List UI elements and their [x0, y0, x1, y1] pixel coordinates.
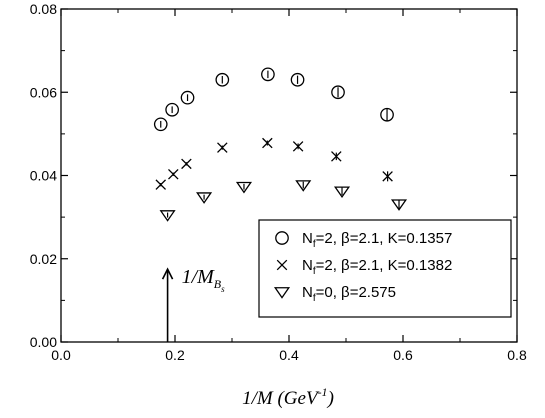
data-point: [382, 171, 393, 182]
data-point: [331, 85, 345, 100]
data-point: [331, 151, 342, 162]
point-marker: [262, 137, 273, 149]
data-point: [290, 72, 305, 87]
annotation-label-sub: B: [214, 277, 222, 291]
data-point: [217, 142, 228, 153]
point-marker: [295, 180, 312, 192]
data-point: [155, 179, 167, 190]
legend-label: Nf=2, β=2.1, K=0.1382: [302, 257, 452, 277]
y-tick-label: 0.08: [30, 1, 57, 17]
y-tick-label: 0.04: [30, 168, 57, 184]
data-point: [235, 181, 253, 194]
data-point: [215, 72, 230, 87]
point-marker: [380, 107, 394, 122]
bs-mass-annotation: 1/MBs: [161, 266, 226, 342]
point-marker: [235, 181, 253, 194]
point-marker: [261, 67, 275, 82]
data-point: [333, 186, 351, 199]
x-axis-title: 1/M (GeV-1): [242, 385, 334, 409]
data-point: [159, 210, 176, 222]
annotation-label-part: 1/M: [182, 266, 216, 288]
legend-label-part: =0, β=2.575: [316, 284, 396, 301]
legend-label-sub: f: [313, 293, 316, 304]
legend-label: Nf=2, β=2.1, K=0.1357: [302, 230, 452, 250]
point-marker: [165, 102, 179, 117]
point-marker: [390, 199, 408, 211]
point-marker: [153, 117, 168, 132]
annotation-label: 1/MBs: [182, 266, 226, 294]
point-marker: [159, 210, 176, 222]
x-tick-label: 0.2: [165, 347, 185, 363]
data-point: [380, 107, 394, 122]
legend-entry: Nf=2, β=2.1, K=0.1382: [276, 257, 452, 277]
legend-marker: [275, 231, 289, 245]
point-marker: [290, 72, 305, 87]
point-marker: [215, 72, 230, 87]
point-marker: [217, 142, 228, 153]
point-marker: [331, 85, 345, 100]
legend-entry: Nf=2, β=2.1, K=0.1357: [275, 230, 452, 250]
point-marker: [196, 192, 213, 204]
y-tick-label: 0.06: [30, 84, 57, 100]
y-tick-label: 0.00: [30, 334, 57, 350]
point-marker: [333, 186, 351, 199]
point-marker: [382, 171, 393, 182]
point-marker: [155, 179, 167, 190]
data-point: [292, 141, 304, 152]
legend-label: Nf=0, β=2.575: [302, 284, 396, 304]
annotation-arrow-head: [161, 267, 174, 280]
x-tick-label: 0.0: [51, 347, 71, 363]
axis-ticks: 0.0 0.2 0.4 0.6 0.8 0.00 0.02 0.04 0.06 0.08: [30, 1, 527, 363]
point-marker: [331, 151, 342, 162]
data-point: [295, 180, 312, 192]
legend-label-part: =2, β=2.1, K=0.1357: [316, 230, 453, 247]
legend-box: [258, 219, 512, 318]
x-tick-label: 0.6: [393, 347, 413, 363]
data-point: [165, 102, 179, 117]
legend-label-part: =2, β=2.1, K=0.1382: [316, 257, 453, 274]
legend-label-sub: f: [313, 239, 316, 250]
data-point: [390, 199, 408, 211]
data-point: [180, 90, 195, 105]
point-marker: [180, 90, 195, 105]
data-point: [168, 168, 179, 180]
legend-marker: [276, 259, 288, 271]
data-points: [153, 67, 408, 222]
data-point: [196, 192, 213, 204]
data-point: [181, 158, 192, 170]
x-tick-label: 0.4: [279, 347, 299, 363]
x-tick-label: 0.8: [507, 347, 527, 363]
point-marker: [181, 158, 192, 170]
legend-label-part: N: [302, 230, 313, 247]
point-marker: [292, 141, 304, 152]
legend-label-sub: f: [313, 266, 316, 277]
legend-entry: Nf=0, β=2.575: [273, 284, 396, 304]
annotation-label-subsub: s: [221, 284, 225, 294]
data-point: [261, 67, 275, 82]
legend-marker: [273, 287, 291, 299]
y-tick-label: 0.02: [30, 251, 57, 267]
point-marker: [168, 168, 179, 180]
legend-label-part: N: [302, 284, 313, 301]
data-point: [153, 117, 168, 132]
data-point: [262, 137, 273, 149]
legend-label-part: N: [302, 257, 313, 274]
